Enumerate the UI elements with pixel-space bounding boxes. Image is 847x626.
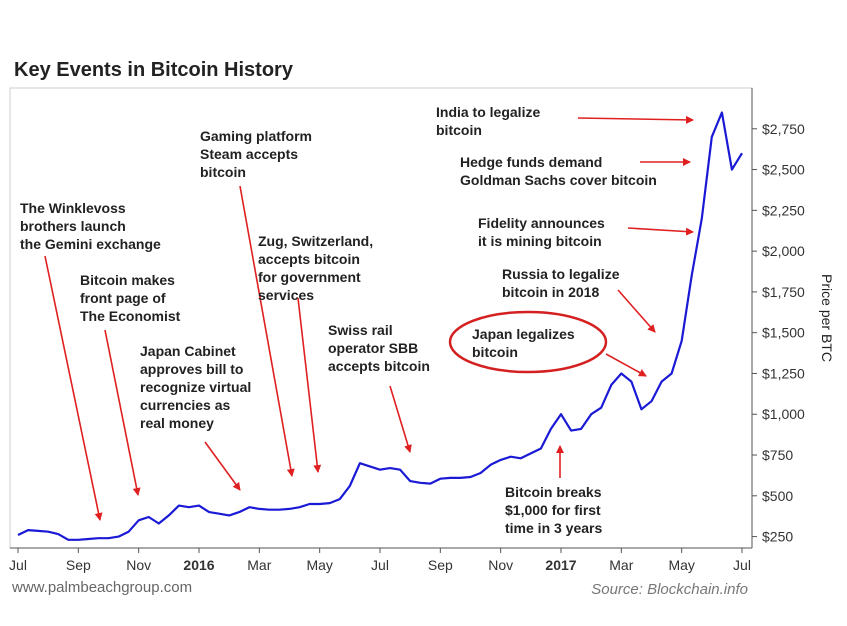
annotation-text: The Winklevoss xyxy=(20,200,126,216)
y-tick-label: $1,000 xyxy=(762,406,805,422)
x-tick-label: Mar xyxy=(609,557,633,573)
highlight-circle xyxy=(448,310,608,374)
footer-website: www.palmbeachgroup.com xyxy=(11,579,192,596)
x-tick-label: Jul xyxy=(9,557,27,573)
annotation-arrow xyxy=(577,115,694,124)
x-tick-label: Nov xyxy=(126,557,151,573)
x-tick-label: 2017 xyxy=(545,557,576,573)
y-tick-label: $2,000 xyxy=(762,243,805,259)
annotation-text: Swiss rail xyxy=(328,322,393,338)
annotation-text: bitcoin in 2018 xyxy=(502,284,599,300)
source: Source: Blockchain.info xyxy=(591,581,748,598)
annotation-text: front page of xyxy=(80,290,166,306)
y-tick-label: $1,500 xyxy=(762,325,805,341)
y-tick-label: $250 xyxy=(762,529,793,545)
annotation-arrow xyxy=(239,185,295,477)
annotation-arrow xyxy=(617,289,656,333)
annotation-text: $1,000 for first xyxy=(505,502,601,518)
annotation-text: approves bill to xyxy=(140,361,243,377)
annotation-text: Gaming platform xyxy=(200,128,312,144)
x-tick-label: Jul xyxy=(371,557,389,573)
x-tick-label: Sep xyxy=(66,557,91,573)
annotation-text: Japan Cabinet xyxy=(140,343,236,359)
annotation-text: real money xyxy=(140,415,214,431)
annotation-text: Russia to legalize xyxy=(502,266,620,282)
y-tick-label: $750 xyxy=(762,447,793,463)
y-tick-label: $2,250 xyxy=(762,202,805,218)
annotation-text: time in 3 years xyxy=(505,520,602,536)
annotation-arrow xyxy=(389,385,412,453)
annotation-text: Goldman Sachs cover bitcoin xyxy=(460,172,657,188)
annotation-text: it is mining bitcoin xyxy=(478,233,602,249)
annotation-text: the Gemini exchange xyxy=(20,236,161,252)
y-tick-label: $2,500 xyxy=(762,162,805,178)
x-tick-label: Nov xyxy=(488,557,513,573)
annotation-arrow xyxy=(204,441,241,491)
annotation-text: Japan legalizes xyxy=(472,326,575,342)
annotation-arrow xyxy=(104,329,141,496)
y-tick-label: $1,750 xyxy=(762,284,805,300)
x-tick-label: Mar xyxy=(247,557,271,573)
y-axis-label: Price per BTC xyxy=(819,274,835,362)
x-tick-label: Jul xyxy=(733,557,751,573)
x-tick-label: May xyxy=(306,557,332,573)
annotation-text: operator SBB xyxy=(328,340,418,356)
y-tick-label: $2,750 xyxy=(762,121,805,137)
annotation-text: recognize virtual xyxy=(140,379,251,395)
annotation-text: currencies as xyxy=(140,397,230,413)
price-line xyxy=(17,111,743,541)
annotation-text: bitcoin xyxy=(472,344,518,360)
annotation-text: Hedge funds demand xyxy=(460,154,602,170)
annotation-arrow xyxy=(297,297,322,473)
x-tick-label: 2016 xyxy=(183,557,214,573)
annotation-text: accepts bitcoin xyxy=(258,251,360,267)
annotation-arrow xyxy=(44,255,103,521)
annotation-text: Bitcoin breaks xyxy=(505,484,602,500)
x-tick-label: Sep xyxy=(428,557,453,573)
y-tick-label: $1,250 xyxy=(762,365,805,381)
x-tick-label: May xyxy=(668,557,694,573)
annotation-text: Fidelity announces xyxy=(478,215,605,231)
annotation-text: bitcoin xyxy=(200,164,246,180)
annotation-text: The Economist xyxy=(80,308,181,324)
annotation-text: India to legalize xyxy=(436,104,540,120)
annotation-text: bitcoin xyxy=(436,122,482,138)
chart-title: Key Events in Bitcoin History xyxy=(14,59,294,81)
annotation-arrow xyxy=(627,227,694,236)
annotation-text: Steam accepts xyxy=(200,146,298,162)
y-tick-label: $500 xyxy=(762,488,793,504)
annotation-text: Zug, Switzerland, xyxy=(258,233,373,249)
annotation-text: brothers launch xyxy=(20,218,126,234)
annotation-text: accepts bitcoin xyxy=(328,358,430,374)
annotation-text: services xyxy=(258,287,314,303)
annotation-text: for government xyxy=(258,269,361,285)
annotation-text: Bitcoin makes xyxy=(80,272,175,288)
annotation-arrow xyxy=(605,353,647,377)
